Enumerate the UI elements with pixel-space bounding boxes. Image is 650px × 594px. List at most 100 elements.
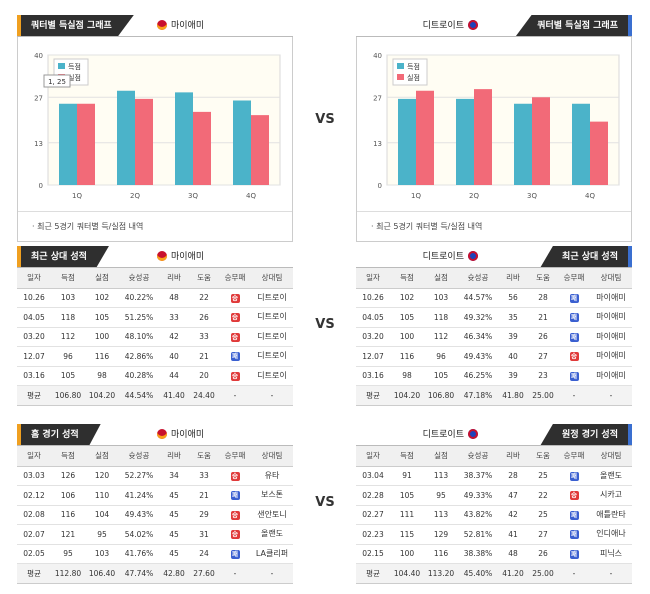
- column-header: 리바: [159, 268, 189, 289]
- table-cell: 45: [159, 505, 189, 525]
- table-cell: 105: [424, 366, 458, 386]
- bar-실점-1Q[interactable]: [416, 90, 434, 185]
- average-cell: 25.00: [528, 563, 558, 584]
- column-header: 도움: [189, 268, 219, 289]
- bar-득점-1Q[interactable]: [59, 103, 77, 185]
- bar-득점-4Q[interactable]: [233, 100, 251, 186]
- bar-득점-2Q[interactable]: [117, 90, 135, 185]
- table-cell: 29: [189, 505, 219, 525]
- win-badge: 승: [230, 293, 240, 303]
- table-cell: 98: [85, 366, 119, 386]
- team-name: 마이애미: [153, 246, 204, 268]
- table-cell: 95: [51, 544, 85, 564]
- table-cell: 39: [498, 366, 528, 386]
- panel-header: 쿼터별 득실점 그래프 마이애미: [17, 15, 293, 37]
- stats-table: 일자 득점 실점 슛성공 리바 도움 승무패 상대팀 10.26 103 102 40.22% 48 22…: [17, 268, 293, 406]
- average-cell: 104.20: [390, 385, 424, 406]
- table-cell: 103: [424, 288, 458, 308]
- table-cell: 98: [390, 366, 424, 386]
- column-header: 실점: [85, 268, 119, 289]
- team-name: 디트로이트: [423, 246, 482, 268]
- bar-득점-4Q[interactable]: [572, 103, 590, 185]
- legend-label: 득점: [68, 63, 81, 71]
- tooltip-text: 1, 25: [48, 78, 66, 86]
- table-cell: 49.33%: [458, 485, 498, 506]
- table-cell: 23: [528, 366, 558, 386]
- table-cell: 26: [528, 544, 558, 564]
- table-cell: 22: [189, 288, 219, 308]
- result-cell: 승: [219, 327, 251, 347]
- column-header: 도움: [189, 446, 219, 467]
- loss-badge: 패: [230, 549, 240, 559]
- bar-실점-4Q[interactable]: [590, 121, 608, 185]
- table-cell: 100: [390, 327, 424, 347]
- column-header: 슛성공: [119, 446, 159, 467]
- column-header: 득점: [390, 446, 424, 467]
- table-cell: 03.20: [356, 327, 390, 347]
- result-cell: 패: [558, 288, 590, 308]
- result-cell: 승: [219, 288, 251, 308]
- table-cell: 43.82%: [458, 505, 498, 525]
- average-cell: 41.80: [498, 385, 528, 406]
- table-row: 12.07 116 96 49.43% 40 27 승 마이애미: [356, 346, 632, 367]
- bar-득점-1Q[interactable]: [398, 98, 416, 185]
- bar-실점-3Q[interactable]: [532, 97, 550, 185]
- bar-실점-4Q[interactable]: [251, 115, 269, 185]
- bar-실점-2Q[interactable]: [135, 98, 153, 185]
- average-cell: 47.18%: [458, 385, 498, 406]
- table-cell: 디트로이: [251, 288, 293, 308]
- heat-logo-icon: [157, 250, 167, 261]
- table-row: 12.07 96 116 42.86% 40 21 패 디트로이: [17, 346, 293, 367]
- table-cell: 샌안토니: [251, 505, 293, 525]
- table-cell: 마이애미: [590, 346, 632, 367]
- table-cell: 105: [51, 366, 85, 386]
- bar-득점-3Q[interactable]: [514, 103, 532, 185]
- result-cell: 패: [558, 466, 590, 486]
- bar-실점-2Q[interactable]: [474, 89, 492, 185]
- average-cell: 104.40: [390, 563, 424, 584]
- column-header: 상대팀: [251, 446, 293, 467]
- quarter-chart: 0 13 27 40 1Q 2Q 3Q 4Q 득점 실점 1, 25 · 최근 5경기 쿼터별 득/…: [17, 37, 293, 242]
- bar-실점-1Q[interactable]: [77, 103, 95, 185]
- table-row: 10.26 103 102 40.22% 48 22 승 디트로이: [17, 288, 293, 308]
- bar-득점-3Q[interactable]: [175, 92, 193, 185]
- loss-badge: 패: [569, 313, 579, 323]
- table-cell: 52.81%: [458, 524, 498, 545]
- column-header: 실점: [424, 446, 458, 467]
- table-row: 03.20 112 100 48.10% 42 33 승 디트로이: [17, 327, 293, 347]
- average-cell: 106.80: [51, 385, 85, 406]
- result-cell: 패: [219, 346, 251, 367]
- win-badge: 승: [230, 332, 240, 342]
- y-tick-label: 27: [34, 94, 43, 102]
- bar-실점-3Q[interactable]: [193, 111, 211, 185]
- column-header: 일자: [356, 268, 390, 289]
- average-cell: 평균: [356, 563, 390, 584]
- table-cell: 42: [498, 505, 528, 525]
- quarter-chart: 0 13 27 40 1Q 2Q 3Q 4Q 득점 실점 · 최근 5경기 쿼터별 득/실점 내역: [356, 37, 632, 242]
- table-cell: 보스톤: [251, 485, 293, 506]
- table-cell: 38.38%: [458, 544, 498, 564]
- table-cell: 12.07: [17, 346, 51, 367]
- column-header: 승무패: [558, 268, 590, 289]
- bar-득점-2Q[interactable]: [456, 98, 474, 185]
- table-cell: 27: [528, 346, 558, 367]
- table-cell: 41.24%: [119, 485, 159, 506]
- table-cell: 116: [51, 505, 85, 525]
- loss-badge: 패: [569, 530, 579, 540]
- average-cell: 44.54%: [119, 385, 159, 406]
- x-tick-label: 4Q: [246, 192, 256, 200]
- stats-table: 일자 득점 실점 슛성공 리바 도움 승무패 상대팀 03.04 91 113 38.37% 28 25 패…: [356, 446, 632, 584]
- legend-swatch: [397, 74, 404, 80]
- table-cell: 22: [528, 485, 558, 506]
- column-header: 리바: [498, 268, 528, 289]
- table-cell: 104: [85, 505, 119, 525]
- table-cell: 49.43%: [458, 346, 498, 367]
- panel-title: 원정 경기 성적: [540, 424, 632, 446]
- pistons-logo-icon: [468, 19, 478, 30]
- table-cell: 28: [528, 288, 558, 308]
- result-cell: 승: [219, 466, 251, 486]
- column-header: 일자: [356, 446, 390, 467]
- x-tick-label: 1Q: [411, 192, 421, 200]
